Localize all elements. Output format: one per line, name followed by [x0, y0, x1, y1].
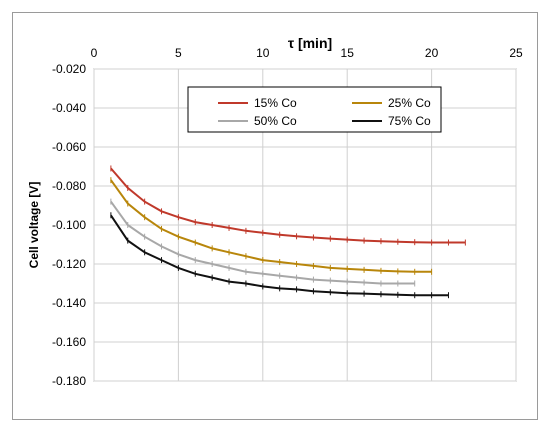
series-lines — [110, 165, 466, 299]
x-tick-label: 0 — [91, 46, 98, 60]
legend-label: 25% Co — [388, 96, 431, 110]
y-tick-label: -0.100 — [52, 218, 86, 232]
series-line-1 — [110, 167, 466, 244]
y-tick-labels: -0.020 -0.040 -0.060 -0.080 -0.100 -0.120 -0.1… — [52, 62, 86, 388]
y-tick-label: -0.040 — [52, 101, 86, 115]
x-tick-label: 20 — [425, 46, 439, 60]
legend: 15% Co 25% Co 50% Co 75% Co — [187, 86, 442, 133]
legend-label: 15% Co — [254, 96, 297, 110]
legend-box — [187, 86, 442, 133]
x-tick-label: 5 — [175, 46, 182, 60]
series-line-2 — [110, 179, 432, 273]
y-tick-label: -0.060 — [52, 140, 86, 154]
x-tick-label: 10 — [256, 46, 270, 60]
grid-lines — [93, 68, 517, 382]
x-tick-label: 15 — [341, 46, 355, 60]
y-tick-label: -0.160 — [52, 335, 86, 349]
x-tick-labels: 0 5 10 15 20 25 — [91, 46, 523, 60]
y-axis-label: Cell voltage [V] — [27, 182, 41, 269]
y-tick-label: -0.140 — [52, 296, 86, 310]
legend-label: 50% Co — [254, 114, 297, 128]
x-tick-label: 25 — [509, 46, 523, 60]
y-tick-label: -0.020 — [52, 62, 86, 76]
x-axis-label: τ [min] — [288, 35, 332, 51]
legend-label: 75% Co — [388, 114, 431, 128]
y-tick-label: -0.080 — [52, 179, 86, 193]
y-tick-label: -0.120 — [52, 257, 86, 271]
y-tick-label: -0.180 — [52, 374, 86, 388]
